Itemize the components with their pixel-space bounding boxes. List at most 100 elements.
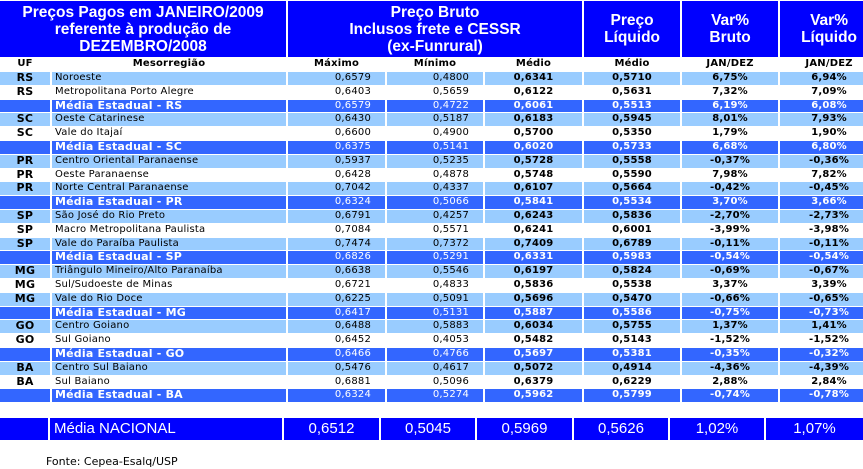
var-liquido-cell: 2,84% <box>780 375 863 389</box>
minimo-cell: 0,5883 <box>387 320 484 334</box>
liquido-cell: 0,5558 <box>584 154 681 168</box>
medio-cell: 0,5748 <box>485 168 583 182</box>
medio-cell: 0,5962 <box>485 389 583 403</box>
minimo-cell: 0,5546 <box>387 265 484 278</box>
minimo-cell: 0,4257 <box>387 209 484 223</box>
var-liquido-cell: 1,41% <box>780 320 863 334</box>
maximo-cell: 0,7474 <box>288 237 386 251</box>
var-liquido-cell: 6,94% <box>780 72 863 85</box>
var-bruto-cell: -1,52% <box>682 334 779 347</box>
uf-cell: GO <box>0 320 50 334</box>
header-var-liquido: Var% Líquido <box>780 1 863 57</box>
maximo-cell: 0,6417 <box>288 306 386 320</box>
maximo-cell: 0,6881 <box>288 375 386 389</box>
var-bruto-cell: 6,68% <box>682 140 779 154</box>
mesorregiao-cell: Triângulo Mineiro/Alto Paranaíba <box>52 265 287 278</box>
var-liquido-cell: 6,08% <box>780 99 863 113</box>
minimo-cell: 0,4617 <box>387 361 484 375</box>
maximo-cell: 0,6403 <box>288 85 386 99</box>
minimo-cell: 0,5096 <box>387 375 484 389</box>
var-liquido-cell: 7,09% <box>780 85 863 99</box>
liquido-cell: 0,5824 <box>584 265 681 278</box>
var-bruto-cell: -0,35% <box>682 347 779 361</box>
maximo-cell: 0,5476 <box>288 361 386 375</box>
table-row: MG Vale do Rio Doce 0,6225 0,5091 0,5696 0,54… <box>0 292 863 306</box>
var-liquido-cell: 7,82% <box>780 168 863 182</box>
maximo-cell: 0,6488 <box>288 320 386 334</box>
liquido-cell: 0,5799 <box>584 389 681 403</box>
uf-cell <box>0 140 50 154</box>
minimo-cell: 0,5187 <box>387 113 484 127</box>
medio-cell: 0,6107 <box>485 182 583 196</box>
medio-cell: 0,6197 <box>485 265 583 278</box>
mesorregiao-cell: Média Estadual - SC <box>52 140 287 154</box>
liquido-cell: 0,6229 <box>584 375 681 389</box>
liquido-cell: 0,4914 <box>584 361 681 375</box>
medio-cell: 0,5700 <box>485 127 583 140</box>
uf-cell <box>0 347 50 361</box>
medio-cell: 0,5728 <box>485 154 583 168</box>
var-liquido-cell: 3,39% <box>780 278 863 292</box>
medio-cell: 0,5841 <box>485 196 583 209</box>
maximo-cell: 0,6826 <box>288 251 386 265</box>
var-bruto-cell: 3,70% <box>682 196 779 209</box>
var-bruto-cell: -4,36% <box>682 361 779 375</box>
col-maximo: Máximo <box>288 58 386 71</box>
uf-cell: PR <box>0 154 50 168</box>
source-note: Fonte: Cepea-Esalq/USP <box>46 455 178 468</box>
liquido-cell: 0,5945 <box>584 113 681 127</box>
table-row: RS Noroeste 0,6579 0,4800 0,6341 0,5710 6,75% 6… <box>0 71 863 85</box>
var-bruto-cell: -3,99% <box>682 223 779 237</box>
minimo-cell: 0,4900 <box>387 127 484 140</box>
minimo-cell: 0,4722 <box>387 99 484 113</box>
uf-cell: SC <box>0 113 50 127</box>
medio-cell: 0,5482 <box>485 334 583 347</box>
national-var-bruto: 1,02% <box>670 418 764 440</box>
mesorregiao-cell: Noroeste <box>52 72 287 85</box>
maximo-cell: 0,6466 <box>288 347 386 361</box>
mesorregiao-cell: Vale do Itajaí <box>52 127 287 140</box>
maximo-cell: 0,5937 <box>288 154 386 168</box>
price-table: Preços Pagos em JANEIRO/2009 referente à … <box>0 1 863 403</box>
uf-cell <box>0 99 50 113</box>
maximo-cell: 0,6579 <box>288 72 386 85</box>
medio-cell: 0,6341 <box>485 72 583 85</box>
liquido-cell: 0,5733 <box>584 140 681 154</box>
table-row: PR Oeste Paranaense 0,6428 0,4878 0,5748 0,55… <box>0 168 863 182</box>
liquido-cell: 0,5631 <box>584 85 681 99</box>
mesorregiao-cell: Centro Sul Baiano <box>52 361 287 375</box>
var-liquido-cell: -0,73% <box>780 306 863 320</box>
uf-cell: MG <box>0 264 50 278</box>
state-average-row: Média Estadual - SC 0,6375 0,5141 0,6020 0,5… <box>0 140 863 154</box>
col-minimo: Mínimo <box>387 58 484 71</box>
uf-cell: MG <box>0 278 50 292</box>
uf-cell: GO <box>0 333 50 347</box>
table-title: Preços Pagos em JANEIRO/2009 referente à … <box>0 1 287 57</box>
minimo-cell: 0,4337 <box>387 182 484 196</box>
header-preco-bruto: Preço Bruto Inclusos frete e CESSR (ex-Fun… <box>288 1 583 57</box>
minimo-cell: 0,5291 <box>387 251 484 265</box>
uf-cell: MG <box>0 292 50 306</box>
mesorregiao-cell: Média Estadual - MG <box>52 306 287 320</box>
uf-cell: RS <box>0 85 50 99</box>
mesorregiao-cell: Oeste Paranaense <box>52 168 287 182</box>
national-uf-cell <box>0 418 48 440</box>
var-bruto-cell: 6,75% <box>682 72 779 85</box>
var-liquido-cell: -4,39% <box>780 361 863 375</box>
maximo-cell: 0,7042 <box>288 182 386 196</box>
col-medio-liquido: Médio <box>584 58 681 71</box>
liquido-cell: 0,5664 <box>584 182 681 196</box>
var-liquido-cell: -0,67% <box>780 265 863 278</box>
table-row: SP Macro Metropolitana Paulista 0,7084 0,55… <box>0 223 863 237</box>
minimo-cell: 0,5274 <box>387 389 484 403</box>
medio-cell: 0,5072 <box>485 361 583 375</box>
medio-cell: 0,6020 <box>485 140 583 154</box>
table-row: SC Oeste Catarinese 0,6430 0,5187 0,6183 0,59… <box>0 113 863 127</box>
var-bruto-cell: 7,98% <box>682 168 779 182</box>
mesorregiao-cell: Centro Goiano <box>52 320 287 334</box>
var-liquido-cell: -0,45% <box>780 182 863 196</box>
maximo-cell: 0,6324 <box>288 389 386 403</box>
maximo-cell: 0,6600 <box>288 127 386 140</box>
national-min: 0,5045 <box>381 418 475 440</box>
minimo-cell: 0,5235 <box>387 154 484 168</box>
